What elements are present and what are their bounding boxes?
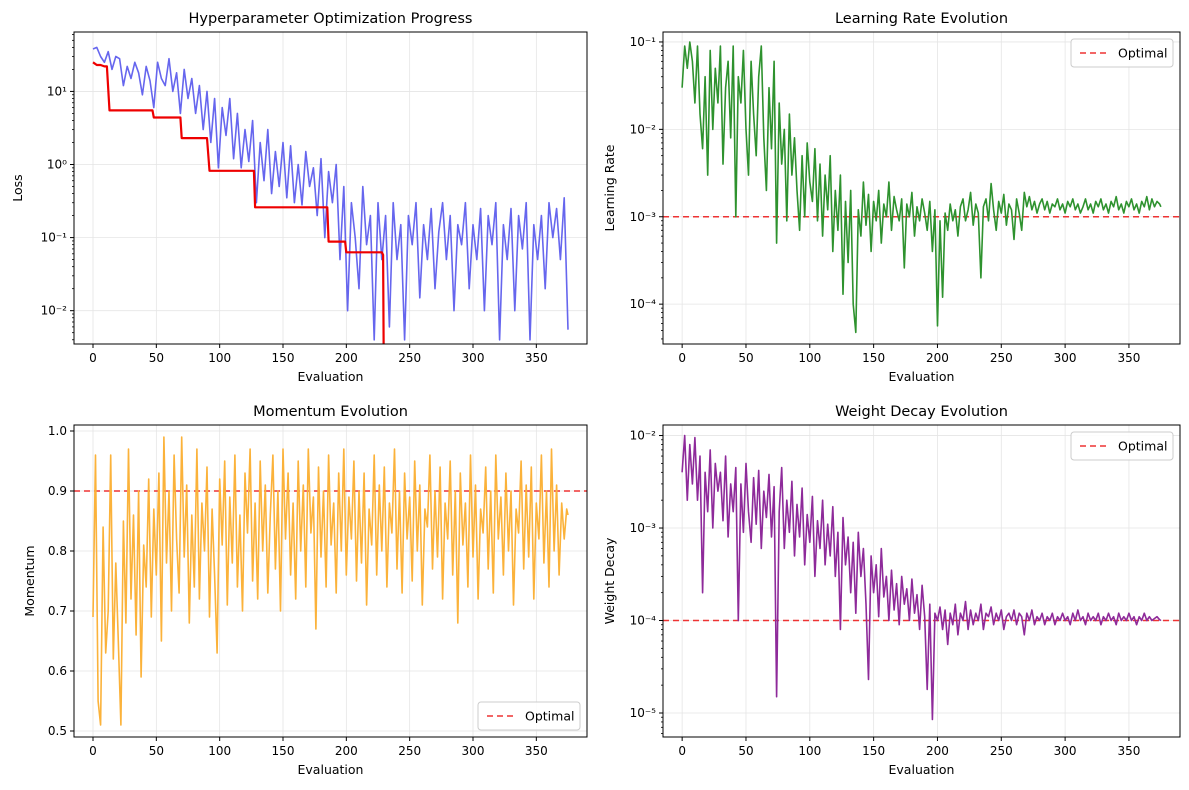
x-axis-label: Evaluation	[889, 369, 955, 384]
x-tick-label: 350	[525, 351, 548, 365]
chart-title: Hyperparameter Optimization Progress	[189, 11, 473, 27]
x-tick-label: 350	[525, 744, 548, 758]
y-tick-label: 0.7	[48, 604, 67, 618]
legend-box	[1070, 431, 1174, 461]
x-tick-label: 0	[678, 351, 686, 365]
y-tick-label: 10⁻⁴	[630, 614, 657, 628]
chart-panel-momentum: 0 50 100 150 200 250 300 350 0.5 0.6 0.7 0.8 0.9 1.0 M…	[22, 404, 588, 777]
legend-box	[1070, 38, 1174, 68]
y-axis-label: Learning Rate	[602, 144, 617, 231]
chart-panel-lr: 0 50 100 150 200 250 300 350 10⁻⁴ 10⁻³ 10⁻² 10⁻¹ Lea…	[602, 11, 1181, 384]
x-tick-label: 150	[272, 744, 295, 758]
legend-box	[477, 701, 581, 731]
axes-frame	[662, 31, 1181, 345]
y-axis-label: Momentum	[22, 545, 37, 616]
y-tick-label: 0.8	[48, 544, 67, 558]
series-line-loss-0	[92, 46, 569, 341]
y-tick-label: 10⁻²	[630, 122, 657, 136]
y-tick-label: 0.6	[48, 664, 67, 678]
x-tick-label: 50	[738, 744, 753, 758]
x-tick-label: 200	[926, 744, 949, 758]
x-axis-label: Evaluation	[298, 369, 364, 384]
y-tick-label: 1.0	[48, 424, 67, 438]
x-tick-label: 50	[149, 351, 164, 365]
x-tick-label: 200	[335, 351, 358, 365]
x-tick-label: 300	[1054, 744, 1077, 758]
chart-panel-loss: 0 50 100 150 200 250 300 350 10⁻² 10⁻¹ 10⁰ 10¹ Hyper…	[10, 11, 588, 384]
legend-label: Optimal	[1118, 46, 1167, 61]
x-tick-label: 200	[926, 351, 949, 365]
series-line-momentum-0	[92, 436, 569, 726]
legend-label: Optimal	[1118, 439, 1167, 454]
x-tick-label: 0	[89, 744, 97, 758]
x-tick-label: 250	[398, 744, 421, 758]
x-tick-label: 300	[462, 351, 485, 365]
x-tick-label: 200	[335, 744, 358, 758]
x-tick-label: 100	[798, 351, 821, 365]
y-tick-label: 10⁻¹	[41, 231, 68, 245]
x-tick-label: 100	[208, 351, 231, 365]
x-tick-label: 150	[272, 351, 295, 365]
y-tick-label: 10⁻²	[630, 429, 657, 443]
x-tick-label: 300	[1054, 351, 1077, 365]
legend-label: Optimal	[525, 709, 574, 724]
y-tick-label: 10⁻¹	[630, 35, 657, 49]
x-tick-label: 100	[798, 744, 821, 758]
chart-title: Weight Decay Evolution	[835, 404, 1008, 420]
series-line-loss-1	[92, 61, 385, 344]
y-tick-label: 0.9	[48, 484, 67, 498]
y-tick-label: 10⁻⁵	[630, 706, 657, 720]
y-tick-label: 10⁰	[47, 158, 67, 172]
x-tick-label: 350	[1117, 351, 1140, 365]
series-line-wd-0	[681, 434, 1162, 721]
y-tick-label: 0.5	[48, 724, 67, 738]
x-tick-label: 0	[678, 744, 686, 758]
x-tick-label: 300	[462, 744, 485, 758]
legend: Optimal	[477, 701, 581, 731]
x-tick-label: 50	[149, 744, 164, 758]
axes-frame	[73, 31, 588, 345]
y-tick-label: 10⁻⁴	[630, 297, 657, 311]
y-tick-label: 10¹	[47, 84, 67, 98]
chart-title: Learning Rate Evolution	[835, 11, 1008, 27]
chart-panel-wd: 0 50 100 150 200 250 300 350 10⁻⁵ 10⁻⁴ 10⁻³ 10⁻² Wei…	[602, 404, 1181, 777]
x-tick-label: 0	[89, 351, 97, 365]
y-axis-label: Weight Decay	[602, 537, 617, 624]
y-axis-label: Loss	[10, 174, 25, 201]
legend: Optimal	[1070, 38, 1174, 68]
x-tick-label: 50	[738, 351, 753, 365]
x-axis-label: Evaluation	[298, 762, 364, 777]
y-tick-label: 10⁻²	[41, 304, 68, 318]
y-tick-label: 10⁻³	[630, 521, 657, 535]
axes-frame	[73, 424, 588, 738]
axes-frame	[662, 424, 1181, 738]
x-tick-label: 150	[862, 351, 885, 365]
x-tick-label: 250	[990, 351, 1013, 365]
chart-title: Momentum Evolution	[253, 404, 408, 420]
x-tick-label: 150	[862, 744, 885, 758]
series-line-lr-0	[681, 41, 1162, 334]
x-tick-label: 100	[208, 744, 231, 758]
x-axis-label: Evaluation	[889, 762, 955, 777]
x-tick-label: 250	[990, 744, 1013, 758]
legend: Optimal	[1070, 431, 1174, 461]
x-tick-label: 250	[398, 351, 421, 365]
x-tick-label: 350	[1117, 744, 1140, 758]
y-tick-label: 10⁻³	[630, 210, 657, 224]
